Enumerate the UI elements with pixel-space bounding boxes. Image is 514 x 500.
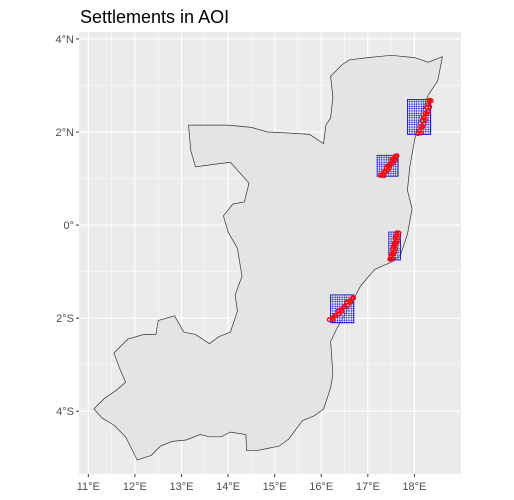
x-tick-label: 12°E (123, 481, 147, 493)
settlement-cluster (326, 294, 357, 324)
x-tick-label: 15°E (263, 481, 287, 493)
settlement-point (416, 128, 422, 134)
map-title: Settlements in AOI (80, 7, 230, 27)
settlement-point (394, 230, 400, 236)
settlement-cluster (376, 153, 400, 179)
x-tick-label: 17°E (356, 481, 380, 493)
x-tick-label: 16°E (309, 481, 333, 493)
y-tick-label: 2°N (56, 127, 75, 139)
settlement-clusters (326, 97, 434, 324)
y-tick-label: 4°N (56, 34, 75, 46)
settlement-point (421, 115, 427, 121)
y-tick-label: 2°S (56, 313, 74, 325)
settlement-point (426, 97, 433, 103)
x-tick-label: 11°E (77, 481, 100, 493)
settlement-point (347, 298, 353, 304)
x-tick-label: 13°E (169, 481, 193, 493)
settlement-point (396, 230, 402, 236)
settlement-point (329, 315, 335, 321)
settlement-cluster (407, 97, 434, 137)
x-tick-label: 14°E (216, 481, 240, 493)
y-tick-label: 4°S (56, 406, 74, 418)
axis-labels: 11°E 12°E 13°E 14°E 15°E 16°E 17°E 18°E 4°N 2°N 0°… (56, 34, 427, 493)
y-tick-label: 0° (63, 220, 74, 232)
x-tick-label: 18°E (402, 481, 426, 493)
country-outline (93, 54, 443, 461)
settlement-cluster (387, 230, 402, 262)
settlement-point (392, 153, 399, 159)
settlement-point (350, 295, 356, 301)
settlement-point (338, 307, 344, 313)
settlement-point (425, 102, 431, 108)
